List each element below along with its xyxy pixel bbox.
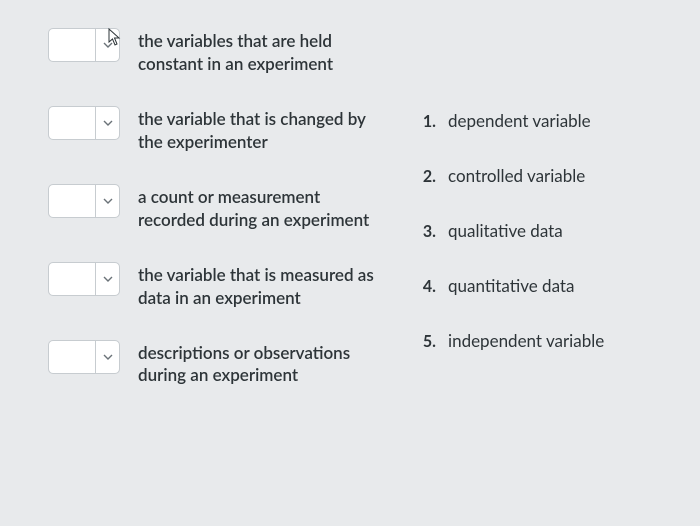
answer-dropdown-1[interactable] bbox=[48, 28, 120, 62]
answer-label: independent variable bbox=[448, 330, 604, 351]
match-row: descriptions or observations during an e… bbox=[48, 340, 388, 388]
answer-option: 4. quantitative data bbox=[418, 275, 648, 296]
dropdown-value bbox=[49, 107, 95, 139]
match-row: the variable that is measured as data in… bbox=[48, 262, 388, 310]
dropdown-value bbox=[49, 29, 95, 61]
answer-number: 5. bbox=[418, 332, 436, 351]
prompt-text: the variables that are held constant in … bbox=[138, 28, 388, 76]
answer-label: controlled variable bbox=[448, 165, 585, 186]
answer-dropdown-2[interactable] bbox=[48, 106, 120, 140]
answer-option: 2. controlled variable bbox=[418, 165, 648, 186]
match-row: a count or measurement recorded during a… bbox=[48, 184, 388, 232]
prompt-text: a count or measurement recorded during a… bbox=[138, 184, 388, 232]
answer-option: 1. dependent variable bbox=[418, 110, 648, 131]
answer-number: 3. bbox=[418, 222, 436, 241]
answer-label: quantitative data bbox=[448, 275, 574, 296]
answer-dropdown-5[interactable] bbox=[48, 340, 120, 374]
chevron-down-icon bbox=[95, 341, 119, 373]
answer-label: dependent variable bbox=[448, 110, 591, 131]
answer-option: 5. independent variable bbox=[418, 330, 648, 351]
matching-question: the variables that are held constant in … bbox=[48, 28, 670, 417]
answer-option: 3. qualitative data bbox=[418, 220, 648, 241]
match-row: the variable that is changed by the expe… bbox=[48, 106, 388, 154]
chevron-down-icon bbox=[95, 107, 119, 139]
chevron-down-icon bbox=[95, 185, 119, 217]
answers-column: 1. dependent variable 2. controlled vari… bbox=[418, 28, 648, 417]
prompt-text: descriptions or observations during an e… bbox=[138, 340, 388, 388]
chevron-down-icon bbox=[95, 263, 119, 295]
answer-number: 1. bbox=[418, 112, 436, 131]
answer-dropdown-3[interactable] bbox=[48, 184, 120, 218]
prompts-column: the variables that are held constant in … bbox=[48, 28, 388, 417]
dropdown-value bbox=[49, 185, 95, 217]
prompt-text: the variable that is measured as data in… bbox=[138, 262, 388, 310]
match-row: the variables that are held constant in … bbox=[48, 28, 388, 76]
answer-number: 4. bbox=[418, 277, 436, 296]
answer-dropdown-4[interactable] bbox=[48, 262, 120, 296]
dropdown-value bbox=[49, 263, 95, 295]
answer-label: qualitative data bbox=[448, 220, 563, 241]
chevron-down-icon bbox=[95, 29, 119, 61]
answer-number: 2. bbox=[418, 167, 436, 186]
dropdown-value bbox=[49, 341, 95, 373]
prompt-text: the variable that is changed by the expe… bbox=[138, 106, 388, 154]
